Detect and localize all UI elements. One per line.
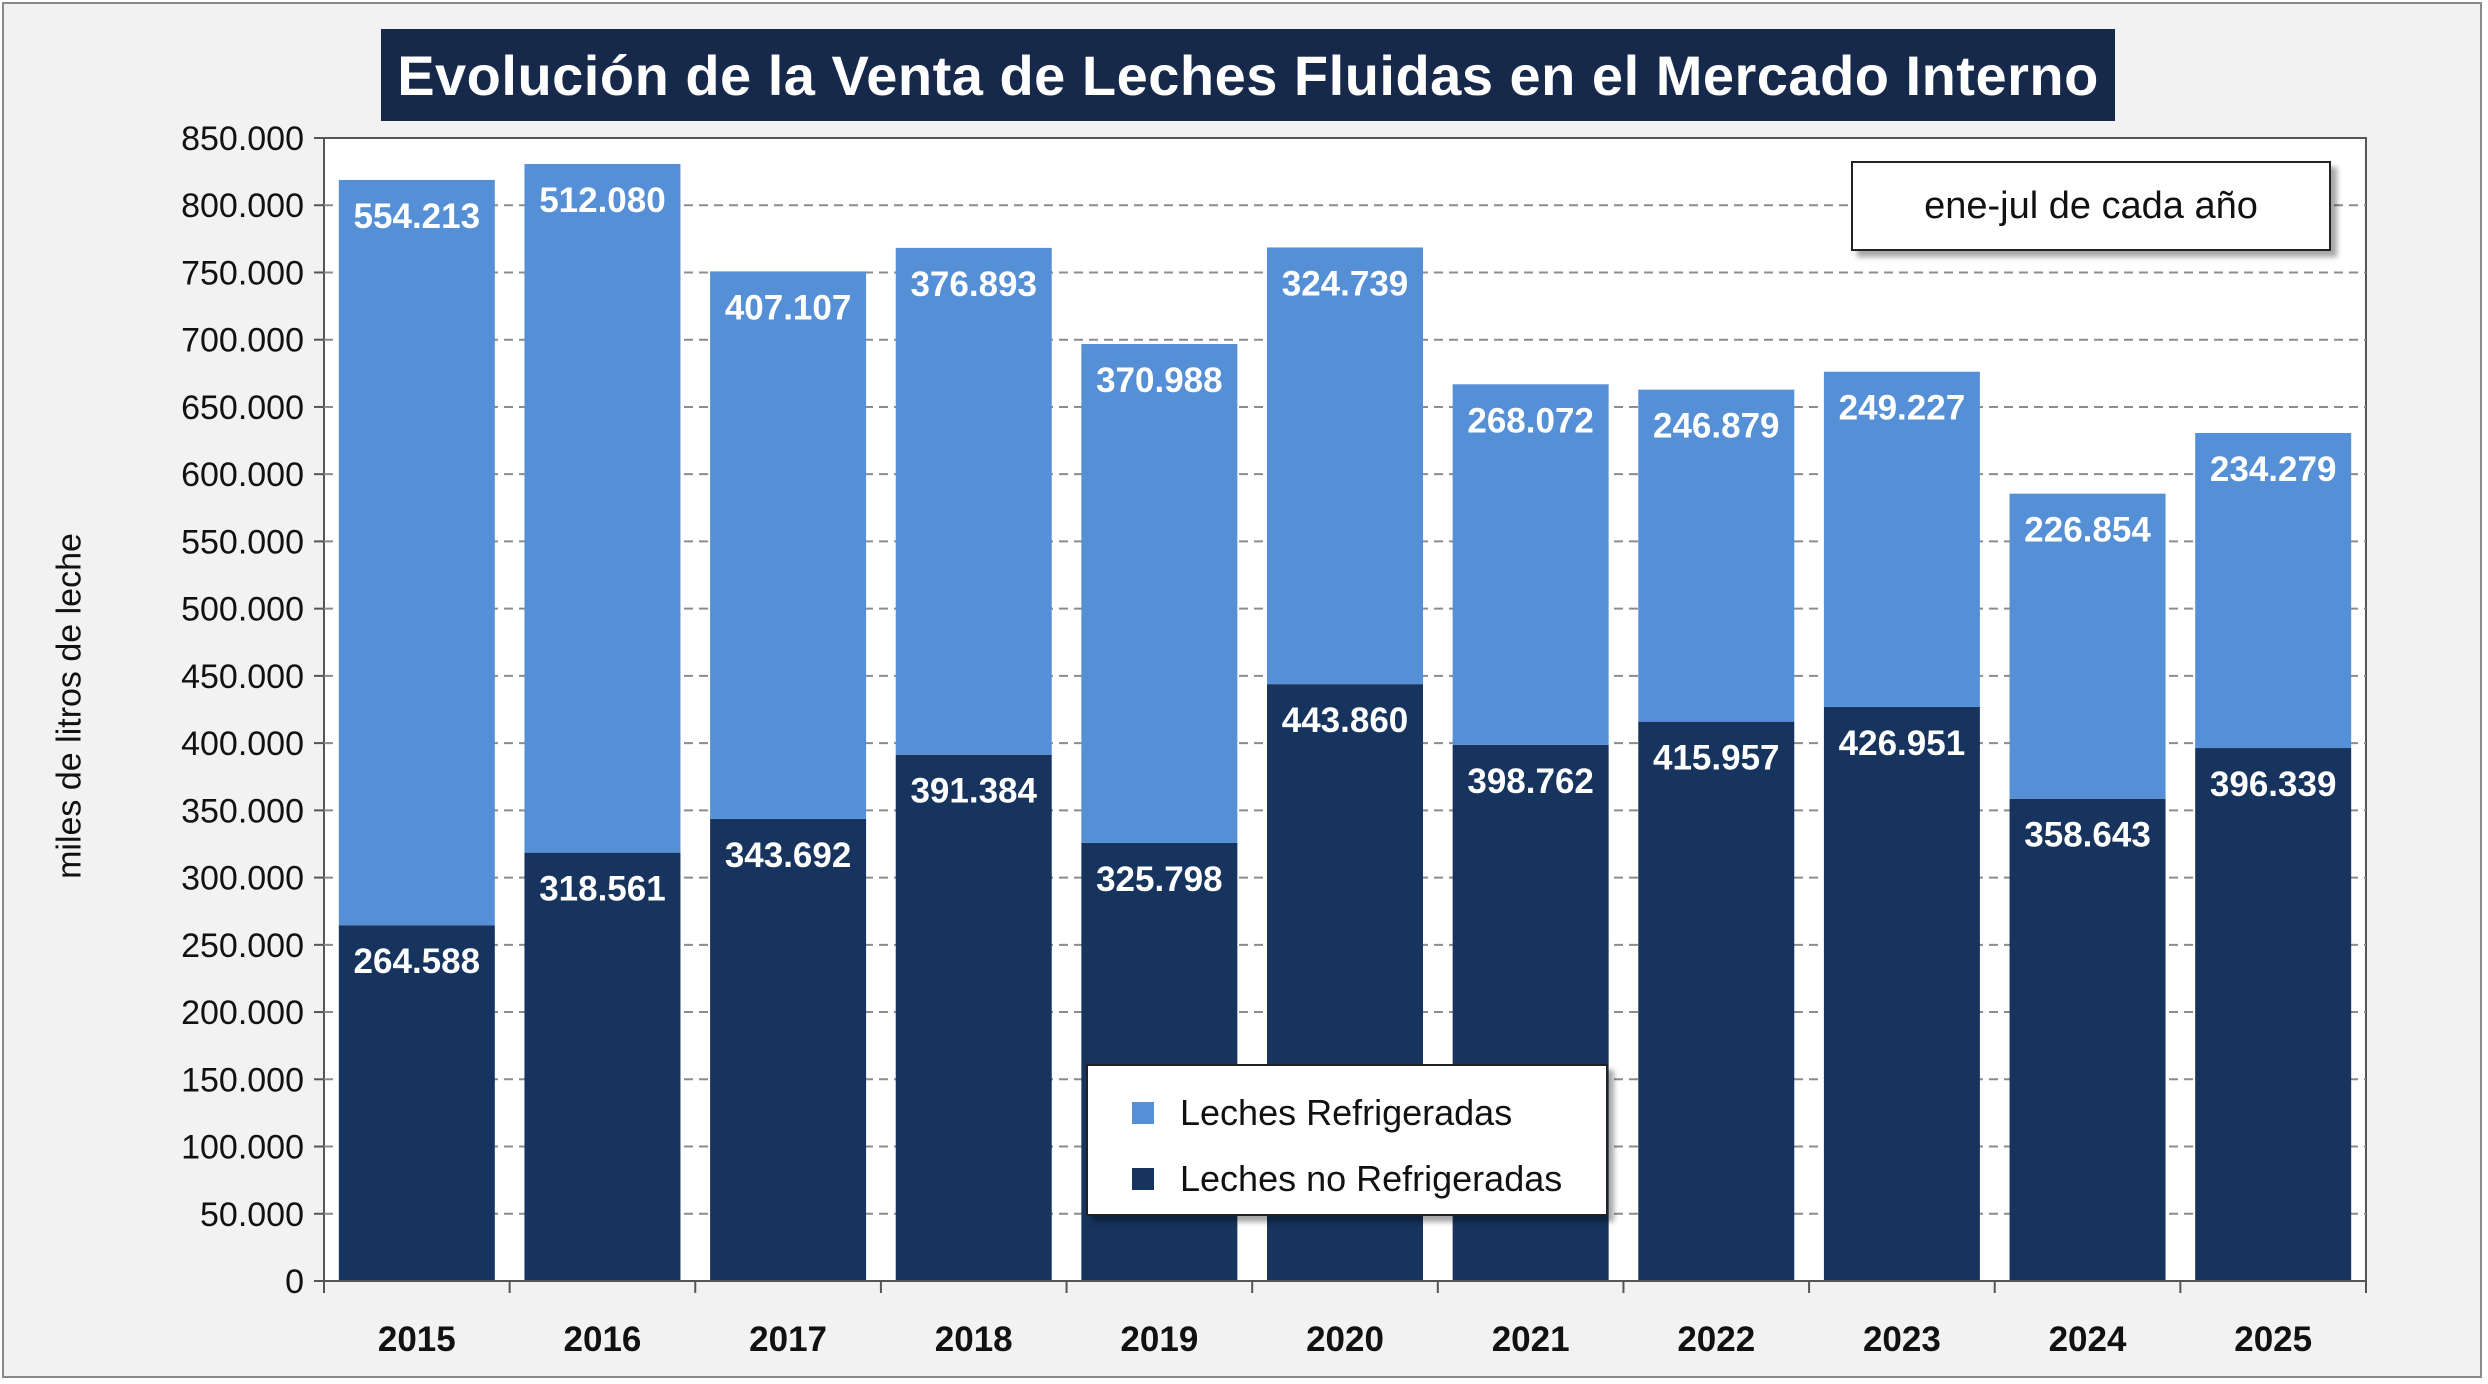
y-tick-label: 700.000 bbox=[181, 322, 304, 360]
bar-no-refrigeradas bbox=[1823, 706, 1980, 1281]
data-label-refrigeradas: 554.213 bbox=[354, 197, 481, 236]
y-tick-label: 250.000 bbox=[181, 927, 304, 965]
legend: Leches Refrigeradas Leches no Refrigerad… bbox=[1086, 1064, 1608, 1216]
bar-no-refrigeradas bbox=[710, 818, 867, 1281]
x-tick-label: 2020 bbox=[1306, 1320, 1384, 1359]
data-label-no-refrigeradas: 325.798 bbox=[1096, 860, 1223, 899]
x-tick-label: 2019 bbox=[1120, 1320, 1198, 1359]
data-label-refrigeradas: 370.988 bbox=[1096, 361, 1223, 400]
y-tick-label: 800.000 bbox=[181, 187, 304, 225]
y-tick-label: 600.000 bbox=[181, 456, 304, 494]
chart-title: Evolución de la Venta de Leches Fluidas … bbox=[381, 29, 2115, 121]
chart-svg: 0 50.000 100.000 150.000 200.000 250.000 300.0… bbox=[181, 120, 2367, 1359]
bar-refrigeradas bbox=[524, 164, 681, 853]
legend-label-refrigeradas: Leches Refrigeradas bbox=[1180, 1092, 1513, 1133]
data-label-refrigeradas: 246.879 bbox=[1653, 407, 1780, 446]
bar-refrigeradas bbox=[710, 271, 867, 819]
bar-refrigeradas bbox=[2009, 493, 2166, 799]
data-label-refrigeradas: 512.080 bbox=[539, 181, 666, 220]
data-label-no-refrigeradas: 358.643 bbox=[2024, 816, 2151, 855]
data-label-no-refrigeradas: 443.860 bbox=[1282, 701, 1409, 740]
bar-refrigeradas bbox=[1638, 389, 1795, 722]
data-label-refrigeradas: 324.739 bbox=[1282, 264, 1409, 303]
y-tick-label: 100.000 bbox=[181, 1129, 304, 1167]
y-tick-label: 200.000 bbox=[181, 994, 304, 1032]
bar-no-refrigeradas bbox=[895, 754, 1052, 1281]
x-tick-label: 2025 bbox=[2234, 1320, 2312, 1359]
data-label-refrigeradas: 249.227 bbox=[1839, 389, 1966, 428]
y-tick-label: 500.000 bbox=[181, 591, 304, 629]
legend-item-no-refrigeradas: Leches no Refrigeradas bbox=[1132, 1158, 1562, 1200]
y-tick-label: 450.000 bbox=[181, 658, 304, 696]
x-tick-label: 2018 bbox=[935, 1320, 1013, 1359]
bar-no-refrigeradas bbox=[1638, 721, 1795, 1281]
legend-item-refrigeradas: Leches Refrigeradas bbox=[1132, 1092, 1512, 1134]
y-tick-label: 300.000 bbox=[181, 860, 304, 898]
x-tick-label: 2015 bbox=[378, 1320, 456, 1359]
y-tick-label: 750.000 bbox=[181, 254, 304, 292]
bar-refrigeradas bbox=[1452, 384, 1609, 745]
bar-refrigeradas bbox=[1823, 371, 1980, 707]
legend-label-no-refrigeradas: Leches no Refrigeradas bbox=[1180, 1158, 1563, 1199]
data-label-no-refrigeradas: 415.957 bbox=[1653, 739, 1780, 778]
x-tick-label: 2023 bbox=[1863, 1320, 1941, 1359]
data-label-refrigeradas: 226.854 bbox=[2024, 511, 2151, 550]
bar-no-refrigeradas bbox=[2009, 798, 2166, 1281]
y-tick-label: 0 bbox=[285, 1263, 304, 1301]
y-tick-label: 550.000 bbox=[181, 523, 304, 561]
y-tick-label: 50.000 bbox=[200, 1196, 304, 1234]
x-tick-label: 2021 bbox=[1492, 1320, 1570, 1359]
legend-swatch-refrigeradas bbox=[1132, 1102, 1154, 1124]
bar-no-refrigeradas bbox=[338, 925, 495, 1281]
bar-refrigeradas bbox=[1267, 247, 1423, 685]
data-label-no-refrigeradas: 426.951 bbox=[1839, 724, 1966, 763]
x-tick-label: 2016 bbox=[564, 1320, 642, 1359]
data-label-refrigeradas: 268.072 bbox=[1467, 401, 1594, 440]
legend-swatch-no-refrigeradas bbox=[1132, 1168, 1154, 1190]
y-tick-label: 150.000 bbox=[181, 1061, 304, 1099]
data-label-no-refrigeradas: 391.384 bbox=[910, 772, 1037, 811]
x-tick-label: 2024 bbox=[2049, 1320, 2127, 1359]
data-label-refrigeradas: 376.893 bbox=[910, 265, 1037, 304]
bar-no-refrigeradas bbox=[524, 852, 681, 1281]
data-label-refrigeradas: 407.107 bbox=[725, 288, 852, 327]
data-label-no-refrigeradas: 318.561 bbox=[539, 870, 666, 909]
data-label-refrigeradas: 234.279 bbox=[2210, 450, 2337, 489]
data-label-no-refrigeradas: 396.339 bbox=[2210, 765, 2337, 804]
data-label-no-refrigeradas: 343.692 bbox=[725, 836, 852, 875]
bar-refrigeradas bbox=[2195, 433, 2352, 749]
y-tick-label: 400.000 bbox=[181, 725, 304, 763]
y-tick-label: 650.000 bbox=[181, 389, 304, 427]
x-tick-label: 2017 bbox=[749, 1320, 827, 1359]
bar-refrigeradas bbox=[895, 247, 1052, 755]
data-label-no-refrigeradas: 264.588 bbox=[354, 942, 481, 981]
y-axis-label: miles de litros de leche bbox=[50, 533, 89, 879]
x-tick-label: 2022 bbox=[1677, 1320, 1755, 1359]
y-tick-label: 850.000 bbox=[181, 120, 304, 158]
period-note: ene-jul de cada año bbox=[1851, 161, 2331, 251]
data-label-no-refrigeradas: 398.762 bbox=[1467, 762, 1594, 801]
bar-refrigeradas bbox=[1081, 344, 1238, 843]
y-tick-label: 350.000 bbox=[181, 792, 304, 830]
bar-no-refrigeradas bbox=[2195, 748, 2352, 1281]
bar-refrigeradas bbox=[338, 179, 495, 926]
